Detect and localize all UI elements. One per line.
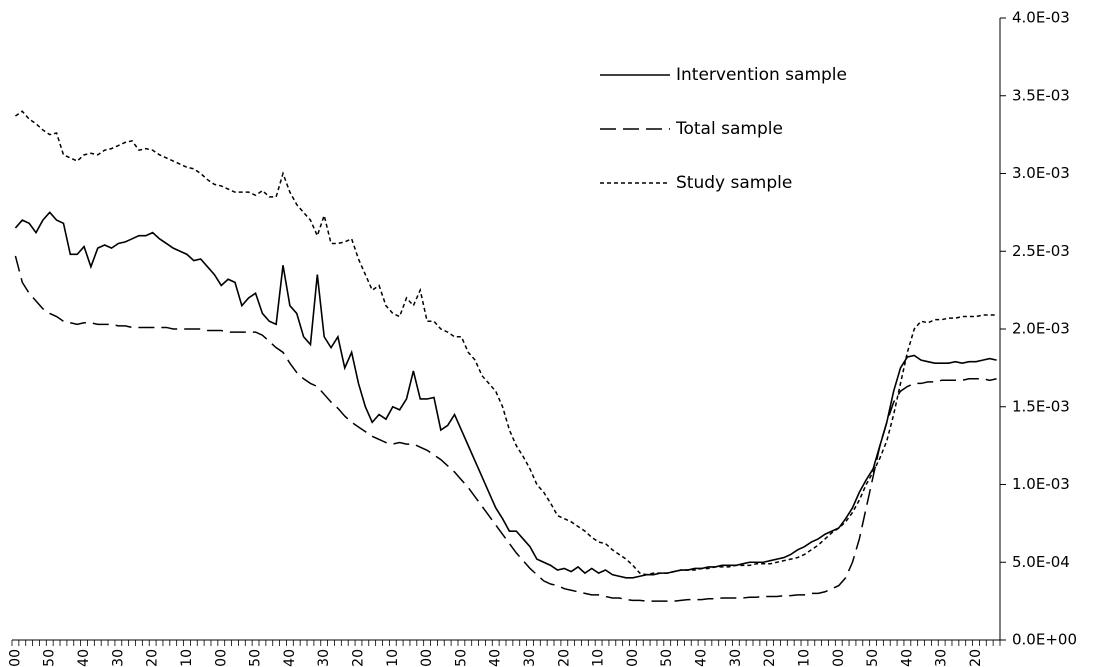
x-tick-label: 03:20 — [145, 649, 161, 667]
x-tick-label: 20:00 — [831, 649, 847, 667]
line-series — [14, 255, 997, 602]
legend-label: Total sample — [675, 119, 783, 139]
y-tick-label: 2.5E-03 — [1012, 242, 1070, 260]
y-tick-label: 2.0E-03 — [1012, 320, 1070, 338]
x-tick-label: 09:10 — [385, 649, 401, 667]
y-tick-label: 1.5E-03 — [1012, 397, 1070, 415]
x-tick-label: 01:40 — [76, 649, 92, 667]
line-series — [15, 110, 997, 576]
x-tick-label: 19:10 — [796, 649, 812, 667]
y-tick-label: 1.0E-03 — [1012, 475, 1070, 493]
y-tick-label: 4.0E-03 — [1012, 9, 1070, 27]
x-tick-label: 16:40 — [694, 649, 710, 667]
x-tick-label: 18:20 — [762, 649, 778, 667]
y-tick-label: 0.0E+00 — [1012, 631, 1077, 649]
x-tick-label: 17:30 — [728, 649, 744, 667]
x-tick-label: 02:30 — [110, 649, 126, 667]
line-series — [14, 211, 997, 579]
x-tick-label: 08:20 — [350, 649, 366, 667]
x-tick-label: 04:10 — [179, 649, 195, 667]
x-tick-label: 23:20 — [968, 649, 984, 667]
x-tick-label: 22:30 — [934, 649, 950, 667]
legend-label: Intervention sample — [676, 65, 847, 85]
x-tick-label: 15:00 — [625, 649, 641, 667]
x-tick-label: 10:50 — [453, 649, 469, 667]
x-tick-label: 07:30 — [316, 649, 332, 667]
x-tick-label: 21:40 — [899, 649, 915, 667]
x-tick-label: 00:50 — [42, 649, 58, 667]
y-tick-label: 3.0E-03 — [1012, 164, 1070, 182]
x-tick-label: 05:50 — [248, 649, 264, 667]
x-tick-label: 20:50 — [865, 649, 881, 667]
x-tick-label: 11:40 — [488, 649, 504, 667]
x-tick-label: 14:10 — [591, 649, 607, 667]
x-tick-label: 13:20 — [556, 649, 572, 667]
y-tick-label: 3.5E-03 — [1012, 86, 1070, 104]
x-tick-label: 15:50 — [659, 649, 675, 667]
x-tick-label: 12:30 — [522, 649, 538, 667]
y-tick-label: 5.0E-04 — [1012, 553, 1070, 571]
x-tick-label: 00:00 — [7, 649, 23, 667]
x-tick-label: 06:40 — [282, 649, 298, 667]
x-tick-label: 05:00 — [213, 649, 229, 667]
x-tick-label: 10:00 — [419, 649, 435, 667]
legend-label: Study sample — [676, 173, 792, 193]
